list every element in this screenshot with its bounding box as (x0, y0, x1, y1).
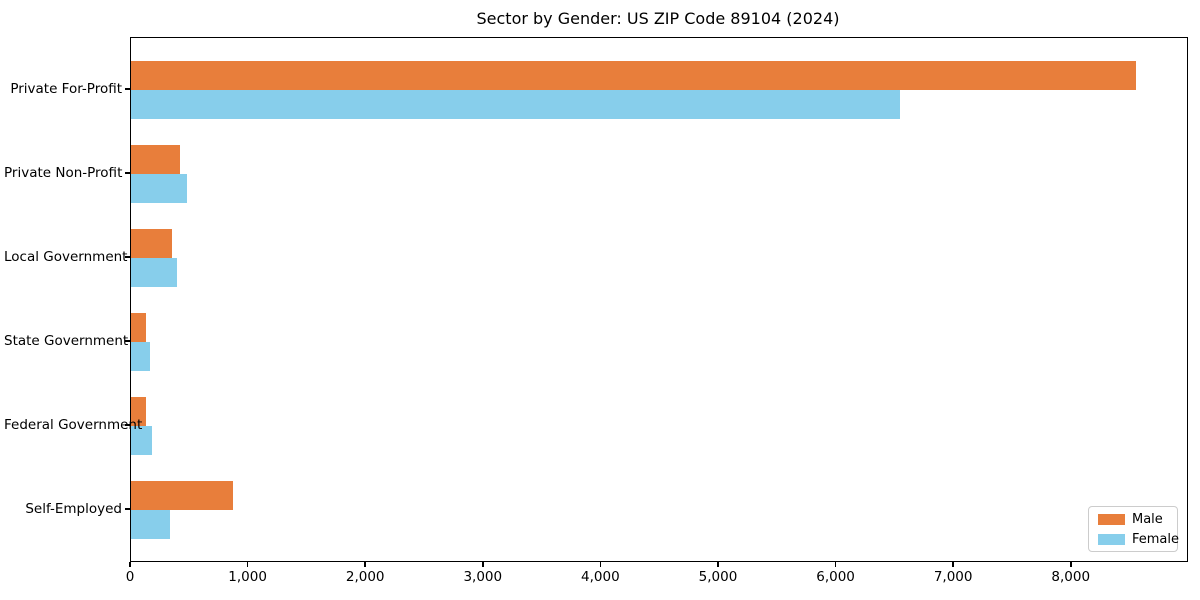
bar-female-state-government (131, 342, 151, 371)
x-tick-mark (952, 561, 954, 567)
chart-title: Sector by Gender: US ZIP Code 89104 (202… (476, 9, 840, 28)
legend-swatch-male (1098, 513, 1125, 525)
x-tick-mark (717, 561, 719, 567)
x-tick-mark (482, 561, 484, 567)
x-tick-label-2000: 2,000 (345, 569, 385, 585)
bar-male-private-non-profit (131, 145, 181, 174)
y-tick-mark (125, 508, 130, 510)
plot-area (130, 37, 1188, 562)
bar-female-local-government (131, 258, 177, 287)
x-tick-mark (1070, 561, 1072, 567)
y-tick-mark (125, 424, 130, 426)
y-tick-label-federal-government: Federal Government (4, 417, 143, 433)
y-tick-mark (125, 340, 130, 342)
x-tick-label-7000: 7,000 (933, 569, 973, 585)
x-tick-mark (599, 561, 602, 567)
legend: Male Female (1088, 506, 1180, 552)
x-tick-label-8000: 8,000 (1051, 569, 1091, 585)
y-tick-label-local-government: Local Government (4, 249, 128, 265)
bar-male-local-government (131, 229, 172, 258)
bar-female-self-employed (131, 510, 171, 539)
x-tick-label-0: 0 (125, 569, 135, 585)
x-tick-mark (246, 561, 249, 567)
x-tick-mark (364, 561, 366, 567)
bar-male-federal-government (131, 397, 147, 426)
y-tick-label-state-government: State Government (4, 333, 129, 349)
y-tick-mark (125, 88, 130, 90)
x-tick-mark (129, 561, 131, 567)
y-tick-label-private-non-profit: Private Non-Profit (4, 165, 123, 181)
x-tick-mark (834, 561, 837, 567)
bar-male-self-employed (131, 481, 234, 510)
legend-label-female: Female (1132, 531, 1180, 547)
legend-label-male: Male (1132, 511, 1163, 527)
bar-male-private-for-profit (131, 61, 1137, 90)
legend-entry-female: Female (1089, 531, 1180, 547)
x-tick-label-6000: 6,000 (816, 569, 855, 585)
x-tick-label-3000: 3,000 (463, 569, 503, 585)
legend-swatch-female (1098, 533, 1125, 545)
y-tick-label-self-employed: Self-Employed (25, 501, 122, 517)
bar-female-private-non-profit (131, 174, 188, 203)
bar-male-state-government (131, 313, 147, 342)
x-tick-label-4000: 4,000 (581, 569, 620, 585)
y-tick-label-private-for-profit: Private For-Profit (10, 81, 122, 97)
legend-entry-male: Male (1089, 512, 1177, 527)
y-tick-mark (125, 256, 130, 258)
x-tick-label-1000: 1,000 (228, 569, 267, 585)
bar-female-federal-government (131, 426, 152, 455)
y-tick-mark (125, 172, 130, 174)
x-tick-label-5000: 5,000 (698, 569, 738, 585)
bar-female-private-for-profit (131, 90, 901, 119)
